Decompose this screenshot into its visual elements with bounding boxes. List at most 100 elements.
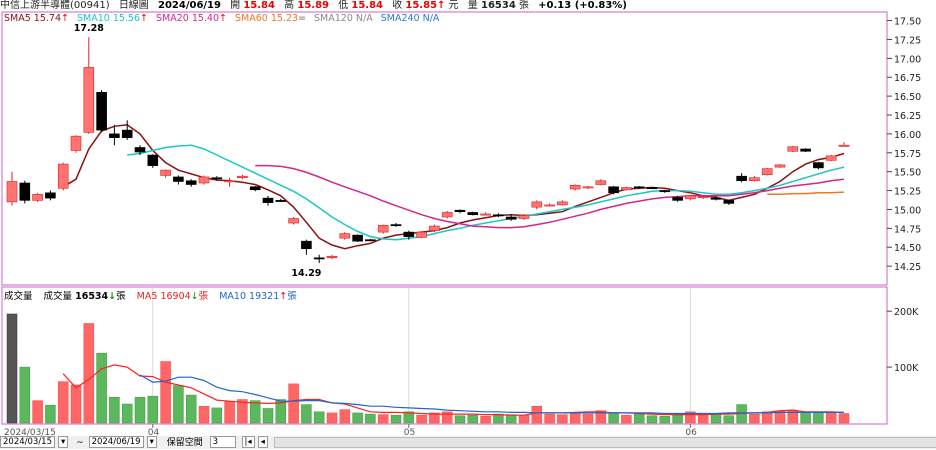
candle	[313, 254, 325, 264]
candle	[621, 186, 632, 191]
start-date-field[interactable]: 2024/03/15	[0, 436, 55, 448]
candle	[429, 224, 440, 233]
candle	[70, 135, 82, 153]
ma-line	[255, 164, 845, 229]
ma-legend-item: SMA60 15.23=	[235, 13, 306, 24]
price-tick-label: 14.75	[894, 224, 921, 235]
end-date-dropdown-icon[interactable]: ▾	[146, 436, 157, 448]
date-value: 2024/06/19	[158, 0, 221, 11]
price-annotations: 17.28 14.29	[74, 23, 322, 279]
high-label: 高	[284, 0, 295, 11]
first-page-button[interactable]: |◂	[241, 436, 255, 448]
volume-legend: 成交量 成交量 16534↓張 MA5 16904↓張 MA10 19321↑張	[4, 288, 297, 302]
vol-ma5-down-icon: ↓	[190, 291, 199, 302]
ma-legend-label: SMA20	[155, 13, 192, 24]
candle-body	[518, 215, 530, 219]
candle	[582, 186, 594, 190]
volume-bar	[633, 413, 645, 424]
price-tick-label: 16.25	[894, 111, 921, 122]
volume-bars	[6, 313, 850, 424]
volume-bar	[275, 399, 287, 424]
candle-body	[262, 197, 274, 203]
candle	[608, 186, 619, 195]
volume-bar	[313, 411, 325, 424]
volume-bar	[109, 397, 120, 424]
candle	[672, 195, 683, 202]
volume-bar	[813, 411, 824, 424]
candle	[659, 189, 671, 193]
candle-body	[800, 148, 811, 152]
volume-bar	[403, 411, 415, 424]
candle-body	[736, 175, 747, 182]
candle-body	[608, 186, 619, 194]
prev-page-button[interactable]: ◂	[257, 436, 268, 448]
ma-legend-item: SMA20 15.40↑	[156, 13, 227, 24]
candle-body	[301, 240, 312, 250]
price-tick-label: 15.50	[894, 168, 921, 179]
vol-label: 成交量	[43, 291, 73, 302]
candle-body	[32, 194, 43, 201]
candle	[262, 195, 274, 206]
candle	[633, 186, 645, 190]
volume-bar	[800, 412, 811, 424]
price-annotation: 14.29	[291, 268, 321, 279]
volume-unit: 張	[518, 0, 529, 11]
candlesticks	[6, 37, 850, 264]
candle	[326, 254, 338, 260]
volume-bar	[659, 416, 671, 424]
price-tick-label: 17.50	[894, 17, 921, 28]
candle-body	[749, 177, 760, 182]
candle	[185, 179, 197, 187]
candle-body	[96, 92, 107, 131]
low-label: 低	[338, 0, 349, 11]
candle-body	[288, 218, 299, 224]
vol-ma5-label: MA5	[136, 291, 158, 302]
candle-body	[454, 209, 466, 213]
volume-bar	[96, 352, 107, 424]
price-tick-label: 16.75	[894, 73, 921, 84]
candle	[736, 173, 747, 183]
unit-label: 元	[448, 0, 459, 11]
volume-ma-line	[139, 374, 844, 415]
volume-bar	[480, 416, 491, 424]
end-date-field[interactable]: 2024/06/19	[88, 436, 144, 448]
ma-legend-label: SMA60	[235, 13, 271, 24]
volume-bar	[211, 407, 223, 424]
volume-bar	[377, 414, 389, 424]
volume-bar	[339, 409, 351, 424]
candle	[109, 124, 120, 146]
volume-bar	[429, 412, 440, 424]
ma-line	[767, 191, 845, 196]
volume-ma-lines	[62, 364, 845, 416]
volume-bar	[672, 414, 683, 424]
candle-body	[83, 67, 95, 133]
candle-body	[275, 200, 287, 202]
volume-bar	[83, 323, 95, 424]
low-quote: 低 15.84	[338, 0, 383, 11]
candle-body	[480, 213, 491, 216]
scrollbar-track[interactable]	[273, 436, 936, 448]
reserve-input[interactable]: 3	[209, 436, 236, 448]
candle-body	[697, 196, 709, 199]
candle	[160, 169, 171, 178]
candle-body	[339, 233, 351, 239]
candle	[595, 179, 607, 186]
volume-bar	[685, 411, 696, 424]
candle-body	[198, 176, 210, 184]
candle-body	[109, 133, 120, 138]
candle-body	[646, 187, 658, 190]
price-tick-label: 15.75	[894, 149, 921, 160]
start-date-dropdown-icon[interactable]: ▾	[58, 436, 69, 448]
candle-body	[441, 212, 453, 218]
candle-body	[595, 180, 607, 185]
volume-bar	[32, 400, 43, 424]
candle-body	[557, 201, 568, 206]
candle-body	[45, 192, 56, 199]
ma-line	[127, 144, 845, 241]
volume-bar	[365, 413, 376, 424]
price-volume-chart[interactable]: 17.50 17.25 17.00 16.75 16.50 16.25 16.00 15.75…	[0, 0, 936, 436]
candle-body	[390, 224, 402, 227]
candle-body	[761, 168, 773, 175]
volume-value: 16534	[480, 0, 516, 11]
ma-legend-item: SMA120 N/A	[314, 13, 373, 24]
